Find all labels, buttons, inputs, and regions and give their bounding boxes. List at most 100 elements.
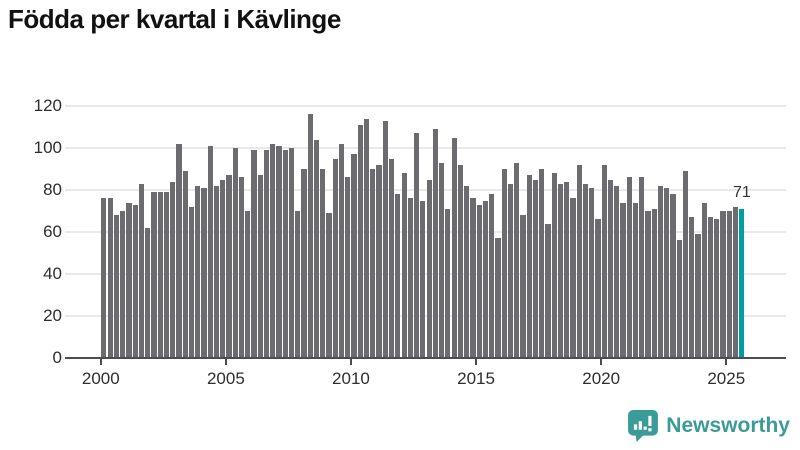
bar xyxy=(170,181,176,358)
bar xyxy=(245,211,251,358)
x-axis-tick xyxy=(224,358,227,365)
bar xyxy=(457,164,463,358)
y-gridline xyxy=(65,147,786,149)
bar xyxy=(426,179,432,358)
bar xyxy=(320,169,326,358)
bar xyxy=(288,148,295,358)
y-axis-tick-label: 0 xyxy=(52,348,62,367)
bar xyxy=(313,139,320,358)
bar xyxy=(676,240,682,358)
bar xyxy=(389,158,395,358)
y-gridline xyxy=(65,315,786,317)
bar xyxy=(138,183,144,358)
x-axis-tick-label: 2005 xyxy=(206,369,245,388)
bar xyxy=(451,137,457,358)
bar xyxy=(151,192,157,358)
x-axis-tick-label: 2015 xyxy=(457,369,495,388)
bar xyxy=(576,164,582,358)
bar xyxy=(113,215,119,358)
bar xyxy=(639,177,645,358)
bar xyxy=(220,179,226,358)
bar xyxy=(720,211,726,358)
bar xyxy=(401,173,407,358)
bar xyxy=(601,164,607,358)
last-value-label: 71 xyxy=(732,183,751,201)
bar xyxy=(276,145,282,358)
bar xyxy=(439,162,445,358)
bar xyxy=(301,169,307,358)
bar xyxy=(420,200,426,358)
bar xyxy=(414,133,420,358)
bar xyxy=(107,198,113,358)
bar xyxy=(670,194,676,358)
bar xyxy=(370,169,376,358)
y-gridline xyxy=(65,231,786,233)
bar xyxy=(307,114,313,358)
bar xyxy=(257,175,263,358)
bar xyxy=(201,187,207,358)
bar xyxy=(657,185,664,358)
bar xyxy=(395,194,401,358)
y-axis-tick-label: 80 xyxy=(43,180,62,199)
bar xyxy=(582,183,589,358)
bar xyxy=(163,192,170,358)
x-axis-tick-label: 2025 xyxy=(707,369,746,388)
y-axis-tick-label: 40 xyxy=(43,264,62,283)
bar xyxy=(101,198,107,358)
x-axis-tick xyxy=(99,358,102,365)
highlighted-bar xyxy=(739,208,745,358)
bar xyxy=(126,202,132,358)
bar xyxy=(682,171,689,358)
bar xyxy=(345,177,351,358)
newsworthy-logo: Newsworthy xyxy=(628,410,790,442)
bar xyxy=(632,202,639,358)
y-axis-tick-label: 60 xyxy=(43,222,62,241)
bar xyxy=(407,198,413,358)
y-gridline xyxy=(65,189,786,191)
y-gridline xyxy=(65,273,786,275)
bar xyxy=(501,169,507,358)
x-axis-tick-label: 2020 xyxy=(582,369,621,388)
bar xyxy=(213,185,220,358)
bar xyxy=(263,150,270,358)
bar xyxy=(232,148,238,358)
bar xyxy=(545,223,551,358)
bar xyxy=(207,145,213,358)
bar xyxy=(714,219,720,358)
bar xyxy=(645,211,651,358)
bar xyxy=(338,143,345,358)
bar xyxy=(476,204,482,358)
bar xyxy=(295,211,301,358)
bar xyxy=(282,150,288,358)
bar xyxy=(495,238,501,358)
bar xyxy=(614,185,620,358)
x-axis-tick-label: 2010 xyxy=(332,369,370,388)
x-axis-tick xyxy=(725,358,728,365)
bar xyxy=(195,185,201,358)
bar xyxy=(363,118,370,358)
bar xyxy=(432,129,438,358)
bar xyxy=(157,192,163,358)
bar xyxy=(551,173,557,358)
bar xyxy=(733,206,739,358)
bar xyxy=(382,120,388,358)
y-axis-tick-label: 100 xyxy=(33,138,62,157)
bar xyxy=(689,217,695,358)
bar xyxy=(695,234,701,358)
bar xyxy=(132,204,138,358)
bar xyxy=(651,208,657,358)
newsworthy-speech-bubble-chart-icon xyxy=(628,410,659,442)
x-axis-tick-label: 2000 xyxy=(81,369,120,388)
x-axis-tick xyxy=(475,358,478,365)
bar xyxy=(526,175,532,358)
bar xyxy=(595,219,601,358)
bar xyxy=(226,175,232,358)
bar xyxy=(351,154,357,358)
bar xyxy=(507,183,514,358)
bar xyxy=(270,143,276,358)
bar xyxy=(489,194,495,358)
x-axis-line xyxy=(65,357,786,359)
bar xyxy=(726,211,732,358)
bar xyxy=(607,179,614,358)
